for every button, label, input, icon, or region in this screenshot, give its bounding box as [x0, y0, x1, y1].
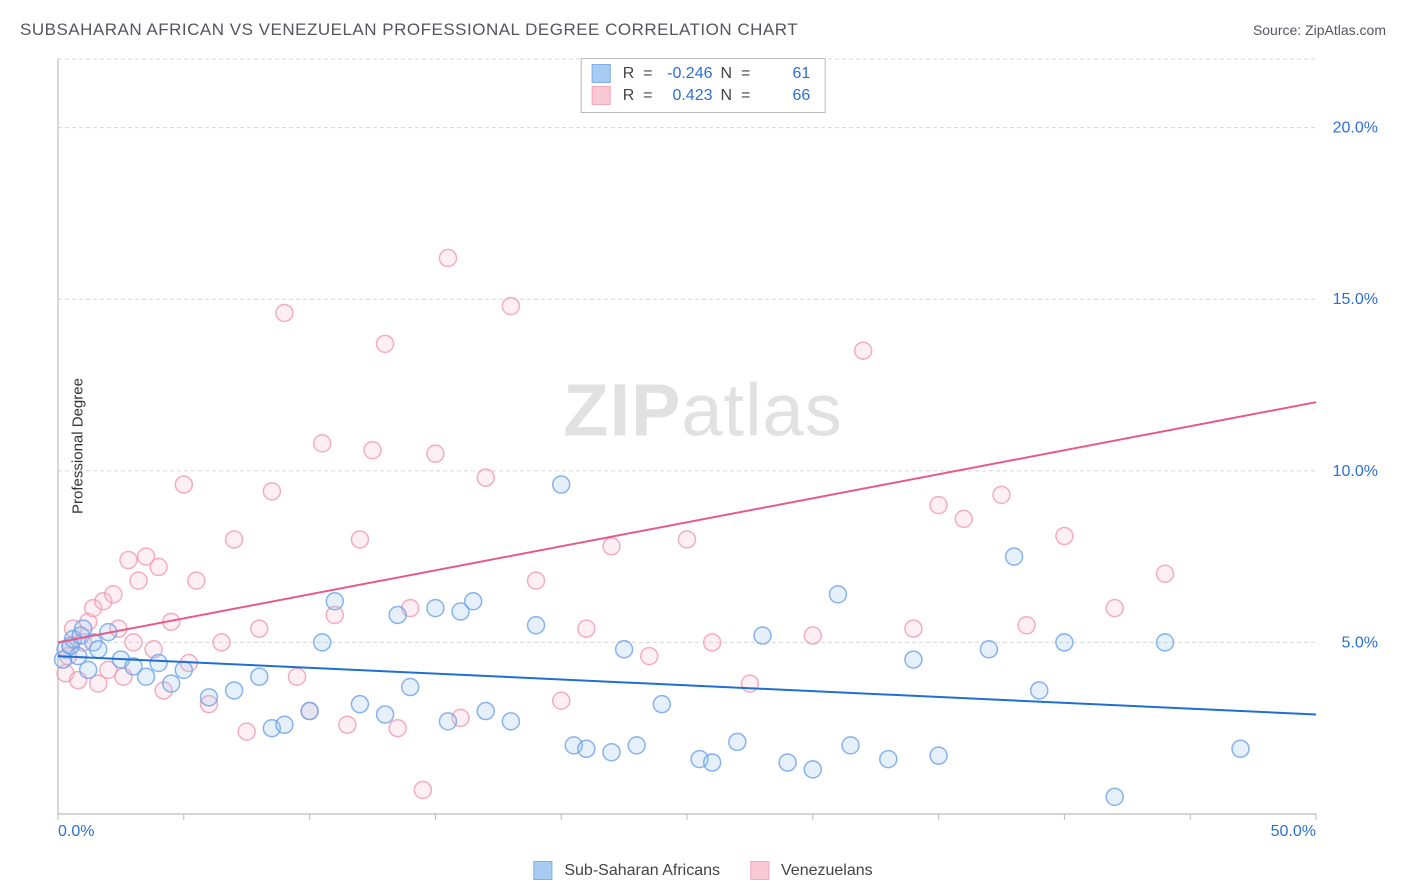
correlation-stats-box: R = -0.246 N = 61 R = 0.423 N = 66 — [581, 58, 826, 113]
svg-text:10.0%: 10.0% — [1333, 463, 1378, 480]
stats-row-pink: R = 0.423 N = 66 — [592, 85, 811, 107]
legend-item-pink: Venezuelans — [750, 861, 873, 880]
bottom-legend: Sub-Saharan Africans Venezuelans — [533, 861, 872, 880]
legend-swatch-pink — [750, 861, 769, 880]
source-link[interactable]: ZipAtlas.com — [1305, 22, 1386, 38]
stat-n-label: N = — [721, 85, 751, 107]
stat-r-pink: 0.423 — [661, 85, 713, 107]
stat-r-label: R = — [623, 85, 653, 107]
chart-title: SUBSAHARAN AFRICAN VS VENEZUELAN PROFESS… — [20, 20, 798, 40]
chart-area: 5.0% 10.0% 15.0% 20.0% 0.0% 50.0% — [50, 55, 1386, 842]
svg-text:20.0%: 20.0% — [1333, 120, 1378, 137]
svg-text:15.0%: 15.0% — [1333, 291, 1378, 308]
swatch-blue — [592, 64, 611, 83]
svg-text:0.0%: 0.0% — [58, 823, 94, 840]
stat-r-blue: -0.246 — [661, 63, 713, 85]
stat-n-pink: 66 — [758, 85, 810, 107]
source-attribution: Source: ZipAtlas.com — [1253, 22, 1386, 38]
scatter-chart-svg: 5.0% 10.0% 15.0% 20.0% 0.0% 50.0% — [50, 55, 1386, 842]
stat-n-blue: 61 — [758, 63, 810, 85]
svg-text:5.0%: 5.0% — [1342, 634, 1378, 651]
legend-item-blue: Sub-Saharan Africans — [533, 861, 720, 880]
stat-n-label: N = — [721, 63, 751, 85]
legend-label-pink: Venezuelans — [781, 862, 873, 880]
legend-swatch-blue — [533, 861, 552, 880]
source-label: Source: — [1253, 22, 1305, 38]
stat-r-label: R = — [623, 63, 653, 85]
swatch-pink — [592, 86, 611, 105]
svg-text:50.0%: 50.0% — [1271, 823, 1316, 840]
legend-label-blue: Sub-Saharan Africans — [564, 862, 720, 880]
stats-row-blue: R = -0.246 N = 61 — [592, 63, 811, 85]
